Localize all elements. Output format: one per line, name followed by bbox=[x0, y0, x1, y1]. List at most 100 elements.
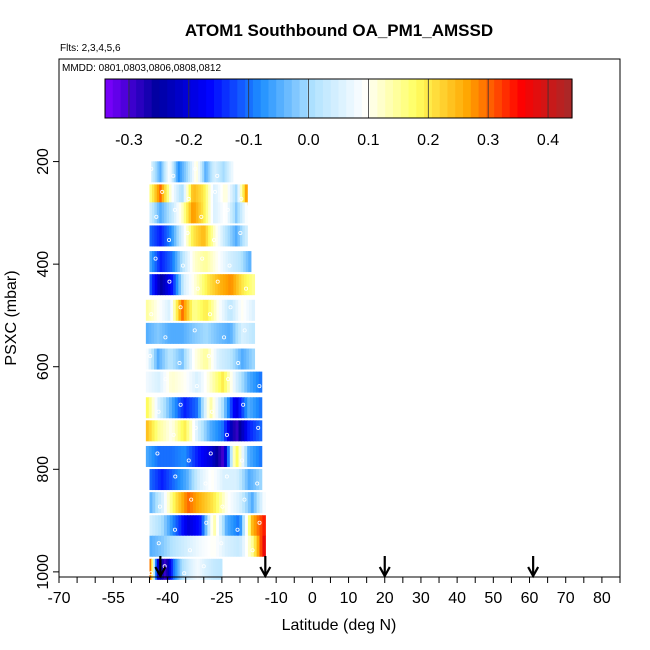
profile-arrow bbox=[527, 556, 540, 579]
heatmap-cell bbox=[247, 445, 251, 467]
sample-marker bbox=[163, 335, 168, 340]
heatmap-cell bbox=[178, 299, 182, 321]
heatmap-cell bbox=[176, 202, 180, 224]
colorbar bbox=[104, 78, 573, 119]
heatmap-cell bbox=[180, 371, 185, 393]
colorbar-swatch bbox=[564, 79, 573, 118]
heatmap-cell bbox=[224, 322, 228, 344]
heatmap-cell bbox=[154, 184, 158, 206]
heatmap-cell bbox=[190, 515, 194, 537]
heatmap-cell bbox=[189, 161, 193, 183]
heatmap-cell bbox=[222, 469, 226, 491]
heatmap-cell bbox=[161, 184, 165, 206]
heatmap-cell bbox=[213, 202, 217, 224]
heatmap-cell bbox=[165, 274, 169, 296]
heatmap-cell bbox=[253, 515, 258, 537]
sample-marker bbox=[226, 377, 231, 382]
heatmap-cell bbox=[170, 274, 174, 296]
heatmap-cell bbox=[216, 492, 220, 514]
heatmap-cell bbox=[158, 515, 162, 537]
sample-marker bbox=[185, 230, 190, 235]
heatmap-cell bbox=[181, 202, 185, 224]
heatmap-cell bbox=[221, 322, 226, 344]
heatmap-cell bbox=[209, 274, 214, 296]
heatmap-cell bbox=[156, 184, 160, 206]
heatmap-cell bbox=[153, 161, 156, 183]
heatmap-cell bbox=[174, 469, 179, 491]
sample-marker bbox=[167, 279, 172, 284]
heatmap-cell bbox=[245, 515, 249, 537]
heatmap-cell bbox=[183, 469, 187, 491]
heatmap-cell bbox=[202, 469, 207, 491]
heatmap-cell bbox=[211, 348, 215, 370]
heatmap-cell bbox=[216, 515, 220, 537]
heatmap-cell bbox=[224, 161, 228, 183]
heatmap-cell bbox=[221, 445, 225, 467]
heatmap-cell bbox=[259, 535, 264, 557]
heatmap-cell bbox=[232, 202, 236, 224]
heatmap-cell bbox=[230, 492, 235, 514]
heatmap-cell bbox=[164, 202, 168, 224]
heatmap-cell bbox=[181, 322, 185, 344]
heatmap-cell bbox=[171, 445, 176, 467]
sample-marker bbox=[199, 214, 204, 219]
heatmap-cell bbox=[192, 535, 197, 557]
heatmap-cell bbox=[154, 397, 159, 419]
heatmap-cell bbox=[148, 299, 152, 321]
heatmap-cell bbox=[229, 371, 234, 393]
heatmap-cell bbox=[241, 397, 245, 419]
heatmap-cell bbox=[213, 348, 218, 370]
heatmap-cell bbox=[172, 251, 176, 273]
profile-arrows bbox=[154, 556, 540, 579]
heatmap-cell bbox=[210, 225, 214, 247]
heatmap-cell bbox=[238, 445, 243, 467]
heatmap-cell bbox=[256, 535, 261, 557]
heatmap-cell bbox=[228, 161, 232, 183]
heatmap-cell bbox=[191, 469, 195, 491]
heatmap-cell bbox=[173, 558, 176, 580]
colorbar-swatch bbox=[385, 79, 394, 118]
heatmap-cell bbox=[217, 274, 221, 296]
heatmap-cell bbox=[193, 202, 197, 224]
heatmap-cell bbox=[183, 348, 188, 370]
heatmap-cell bbox=[238, 348, 242, 370]
heatmap-cell bbox=[208, 348, 212, 370]
heatmap-cell bbox=[197, 299, 201, 321]
heatmap-cell bbox=[252, 371, 257, 393]
colorbar-tick-label: 0.4 bbox=[537, 132, 559, 149]
heatmap-cell bbox=[212, 251, 216, 273]
heatmap-cell bbox=[183, 397, 188, 419]
heatmap-cell bbox=[166, 397, 170, 419]
heatmap-cell bbox=[200, 299, 204, 321]
heatmap-cell bbox=[243, 274, 248, 296]
heatmap-cell bbox=[224, 535, 229, 557]
heatmap-cell bbox=[191, 225, 195, 247]
heatmap-cell bbox=[227, 225, 231, 247]
heatmap-cell bbox=[244, 445, 248, 467]
heatmap-cell bbox=[214, 161, 218, 183]
heatmap-cell bbox=[222, 225, 226, 247]
heatmap-cell bbox=[177, 445, 182, 467]
colorbar-swatch bbox=[245, 79, 254, 118]
heatmap-cell bbox=[217, 251, 222, 273]
heatmap-cell bbox=[151, 371, 156, 393]
heatmap-cell bbox=[249, 274, 253, 296]
heatmap-cell bbox=[199, 274, 203, 296]
heatmap-cell bbox=[212, 161, 216, 183]
sample-marker bbox=[224, 432, 229, 437]
heatmap-cell bbox=[157, 469, 162, 491]
heatmap-cell bbox=[159, 274, 164, 296]
x-axis-label: Latitude (deg N) bbox=[282, 617, 397, 634]
colorbar-tick-label: 0.2 bbox=[417, 132, 439, 149]
heatmap-cell bbox=[192, 371, 196, 393]
heatmap-cell bbox=[207, 535, 211, 557]
sample-marker bbox=[195, 286, 200, 291]
heatmap-cell bbox=[205, 202, 209, 224]
heatmap-cell bbox=[242, 225, 246, 247]
heatmap-cell bbox=[250, 371, 254, 393]
y-tick-label: 600 bbox=[35, 353, 52, 380]
heatmap-cell bbox=[256, 515, 261, 537]
heatmap-cell bbox=[176, 558, 180, 580]
heatmap-cell bbox=[247, 535, 252, 557]
heatmap-cell bbox=[236, 469, 240, 491]
